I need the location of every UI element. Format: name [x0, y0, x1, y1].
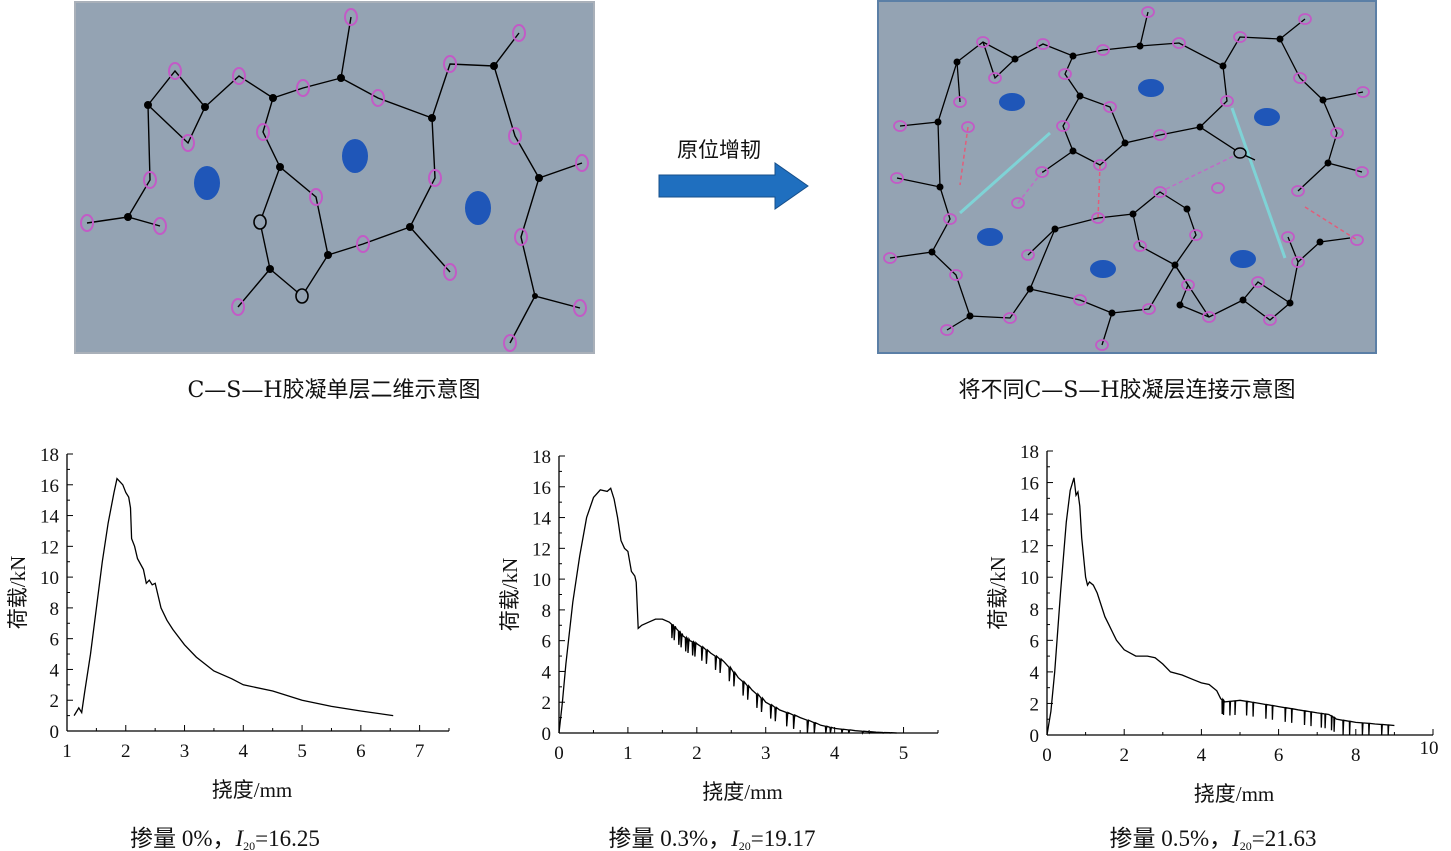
x-tick-label: 6 — [356, 741, 366, 762]
y-tick-label: 2 — [50, 691, 60, 712]
y-tick-label: 18 — [532, 447, 551, 468]
chart-dosage-0-5: 0 2 4 6 8 10 12 14 16 18 0 2 4 6 8 10 挠度/mm 荷载/kN 掺量 0.5%，… — [986, 442, 1439, 851]
right-dashed-links — [959, 126, 1358, 241]
left-panel — [74, 1, 595, 354]
caption-variable: I — [235, 826, 245, 851]
x-tick-label: 1 — [62, 741, 72, 762]
y-tick-label: 18 — [1020, 442, 1039, 463]
y-axis-label: 荷载/kN — [6, 556, 30, 630]
left-blue-pores — [194, 139, 491, 225]
y-tick-label: 16 — [1020, 474, 1039, 495]
y-tick-label: 12 — [532, 539, 551, 560]
y-axis-label: 荷载/kN — [986, 556, 1010, 630]
y-tick-label: 12 — [1020, 537, 1039, 558]
caption-dosage: 掺量 0%， — [130, 826, 235, 851]
load-deflection-curve — [558, 487, 897, 735]
y-tick-label: 16 — [40, 476, 59, 497]
caption-subscript: 20 — [739, 839, 751, 851]
y-tick-label: 6 — [50, 630, 60, 651]
y-tick-label: 0 — [50, 722, 60, 743]
left-diagram-caption: C—S—H胶凝单层二维示意图 — [187, 378, 481, 403]
caption-subscript: 20 — [243, 839, 255, 851]
x-tick-label: 2 — [121, 741, 131, 762]
y-tick-label: 8 — [1030, 600, 1040, 621]
left-open-nodes — [80, 8, 589, 352]
left-solid-nodes — [124, 62, 543, 299]
caption-dosage: 掺量 0.5%， — [1109, 826, 1232, 851]
caption-subscript: 20 — [1240, 839, 1252, 851]
x-tick-label: 6 — [1274, 745, 1284, 766]
x-tick-label: 3 — [761, 743, 771, 764]
y-tick-label: 0 — [542, 724, 552, 745]
right-diagram-caption: 将不同C—S—H胶凝层连接示意图 — [958, 378, 1296, 403]
x-tick-label: 0 — [1042, 745, 1052, 766]
toughening-arrow — [658, 162, 809, 210]
csh-schematic: 原位增韧 — [74, 0, 1377, 354]
y-tick-label: 4 — [542, 662, 552, 683]
right-solid-nodes — [928, 35, 1332, 320]
caption-value: =21.63 — [1252, 826, 1317, 851]
right-cyan-links — [959, 107, 1287, 259]
right-blue-pores — [977, 79, 1280, 278]
x-tick-label: 1 — [623, 743, 633, 764]
arrow-label: 原位增韧 — [677, 138, 761, 162]
y-tick-label: 0 — [1030, 726, 1040, 747]
chart-caption: 掺量 0%，I20=16.25 — [130, 826, 320, 851]
y-tick-label: 8 — [542, 601, 552, 622]
x-axis-label: 挠度/mm — [1194, 782, 1275, 806]
caption-variable: I — [730, 826, 740, 851]
y-tick-label: 6 — [1030, 631, 1040, 652]
y-axis-label: 荷载/kN — [498, 558, 522, 632]
x-tick-label: 0 — [554, 743, 564, 764]
left-black-open-nodes — [253, 214, 309, 304]
x-axis-label: 挠度/mm — [702, 780, 783, 804]
y-tick-label: 6 — [542, 632, 552, 653]
y-tick-label: 16 — [532, 478, 551, 499]
x-axis-label: 挠度/mm — [212, 778, 293, 802]
y-tick-label: 14 — [40, 507, 60, 528]
x-tick-label: 2 — [692, 743, 702, 764]
y-tick-label: 14 — [1020, 505, 1040, 526]
y-tick-label: 10 — [40, 568, 59, 589]
load-deflection-curve — [1046, 477, 1395, 736]
y-tick-label: 2 — [542, 693, 552, 714]
y-tick-label: 14 — [532, 509, 552, 530]
caption-value: =16.25 — [255, 826, 320, 851]
caption-variable: I — [1231, 826, 1241, 851]
x-tick-label: 5 — [297, 741, 307, 762]
caption-dosage: 掺量 0.3%， — [608, 826, 731, 851]
load-deflection-curve — [73, 477, 394, 717]
x-tick-label: 7 — [415, 741, 425, 762]
x-tick-label: 8 — [1351, 745, 1361, 766]
right-open-nodes — [883, 6, 1370, 351]
x-tick-label: 5 — [899, 743, 909, 764]
y-tick-label: 12 — [40, 537, 59, 558]
x-tick-label: 4 — [239, 741, 249, 762]
x-tick-label: 4 — [1197, 745, 1207, 766]
x-tick-label: 2 — [1119, 745, 1129, 766]
y-tick-label: 10 — [532, 570, 551, 591]
y-tick-label: 18 — [40, 445, 59, 466]
caption-value: =19.17 — [751, 826, 816, 851]
x-tick-label: 10 — [1420, 738, 1439, 759]
x-tick-label: 3 — [180, 741, 190, 762]
y-tick-label: 8 — [50, 599, 60, 620]
y-tick-label: 10 — [1020, 568, 1039, 589]
x-tick-label: 4 — [830, 743, 840, 764]
chart-caption: 掺量 0.5%，I20=21.63 — [1109, 826, 1316, 851]
right-black-open-node — [1233, 147, 1247, 159]
y-tick-label: 4 — [1030, 663, 1040, 684]
y-tick-label: 4 — [50, 660, 60, 681]
chart-caption: 掺量 0.3%，I20=19.17 — [608, 826, 815, 851]
y-tick-label: 2 — [1030, 694, 1040, 715]
